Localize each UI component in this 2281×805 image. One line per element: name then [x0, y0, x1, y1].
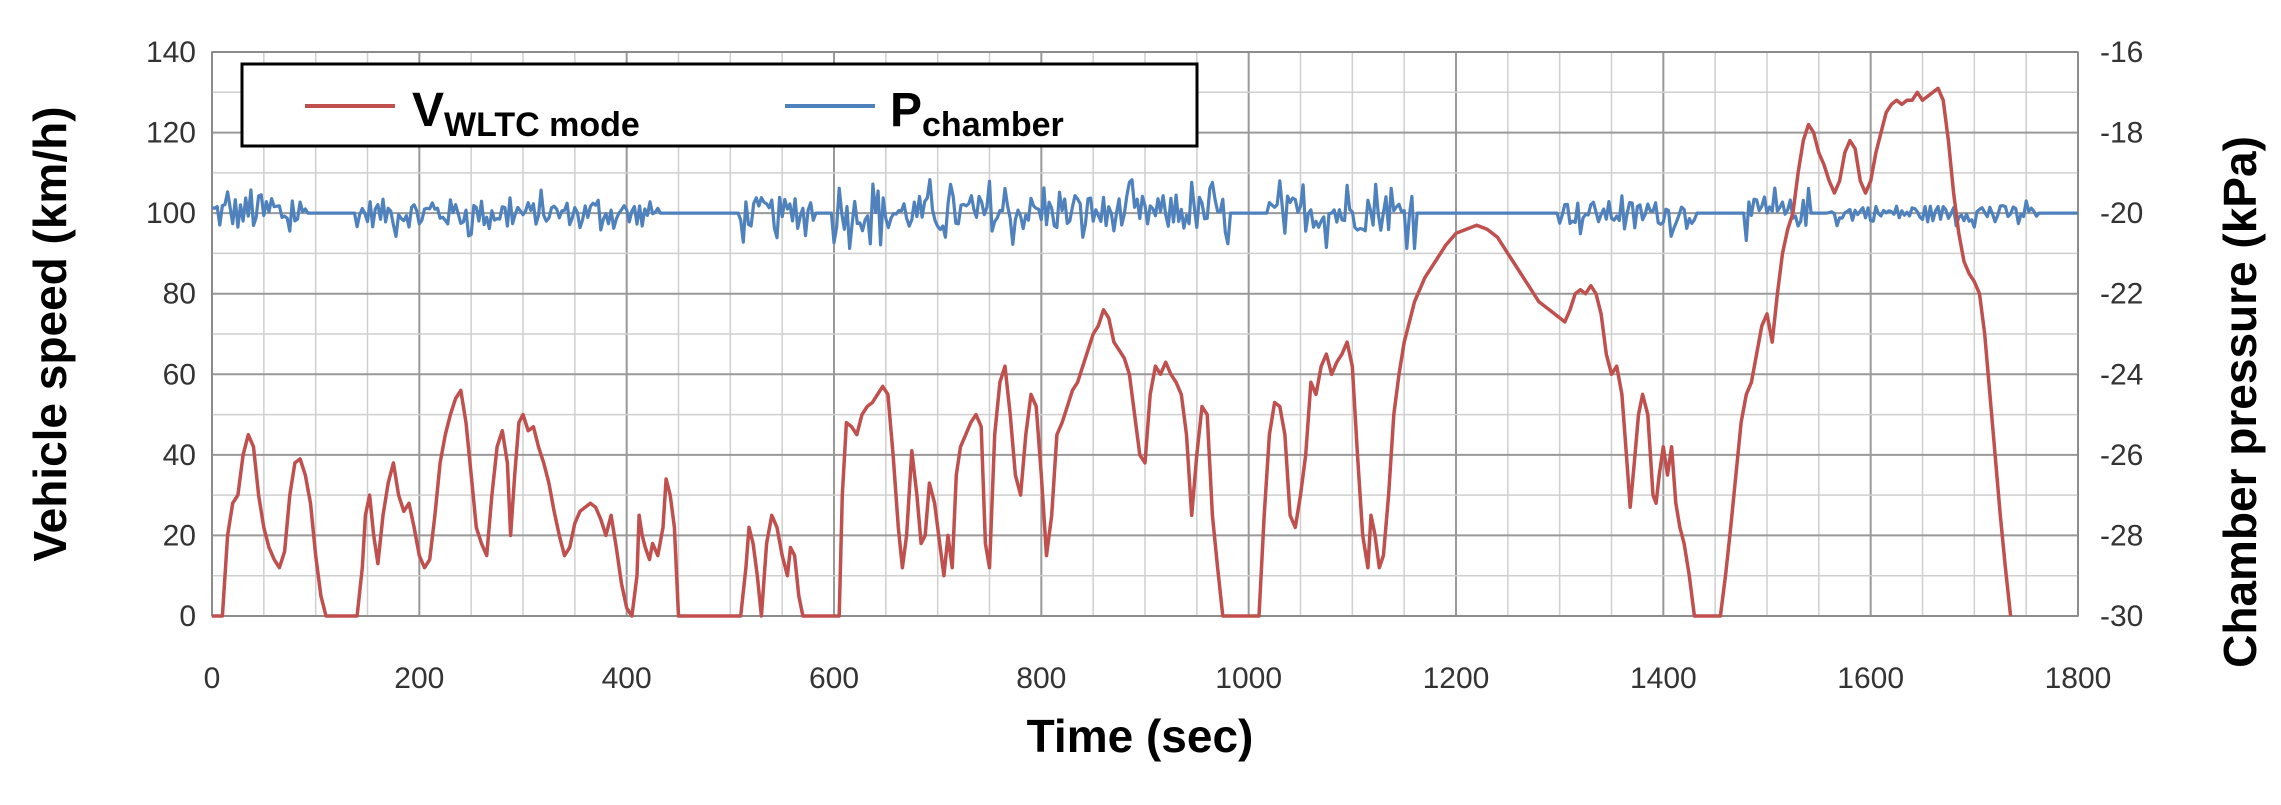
series-pressure-line: [211, 178, 2078, 251]
x-tick-label: 200: [394, 662, 444, 695]
y2-tick-label: -16: [2100, 36, 2143, 69]
x-tick-label: 400: [602, 662, 652, 695]
legend: VWLTC mode Pchamber: [240, 62, 1199, 148]
y-tick-label: 140: [146, 36, 196, 69]
legend-box: [240, 62, 1199, 148]
x-tick-label: 1000: [1215, 662, 1282, 695]
y2-axis-title: Chamber pressure (kPa): [2214, 136, 2266, 668]
y2-axis-ticks: -30 -28 -26 -24 -22 -20 -18 -16: [2100, 36, 2143, 633]
y2-tick-label: -26: [2100, 439, 2143, 472]
y-axis-title: Vehicle speed (km/h): [24, 106, 76, 561]
y-tick-label: 20: [163, 519, 196, 552]
y-tick-label: 60: [163, 358, 196, 391]
plot-area-border: [211, 51, 2079, 617]
x-tick-label: 0: [204, 662, 221, 695]
x-tick-label: 1800: [2045, 662, 2112, 695]
y-axis-ticks: 0 20 40 60 80 100 120 140: [146, 36, 196, 633]
x-axis-title: Time (sec): [1027, 710, 1254, 762]
legend-label-pressure: Pchamber: [890, 84, 1064, 144]
x-tick-label: 1200: [1423, 662, 1490, 695]
y2-tick-label: -20: [2100, 197, 2143, 230]
legend-label-speed: VWLTC mode: [412, 84, 640, 144]
y2-tick-label: -28: [2100, 519, 2143, 552]
y-tick-label: 40: [163, 439, 196, 472]
y2-tick-label: -30: [2100, 600, 2143, 633]
y-tick-label: 0: [179, 600, 196, 633]
series-speed-line: [212, 86, 2013, 618]
y2-tick-label: -22: [2100, 278, 2143, 311]
x-tick-label: 800: [1016, 662, 1066, 695]
y-tick-label: 80: [163, 278, 196, 311]
y2-tick-label: -24: [2100, 358, 2143, 391]
y-tick-label: 120: [146, 117, 196, 150]
x-tick-label: 600: [809, 662, 859, 695]
x-tick-label: 1600: [1837, 662, 1904, 695]
x-tick-label: 1400: [1630, 662, 1697, 695]
y-tick-label: 100: [146, 197, 196, 230]
x-axis-ticks: 0 200 400 600 800 1000 1200 1400 1600 1800: [204, 662, 2112, 695]
y2-tick-label: -18: [2100, 117, 2143, 150]
